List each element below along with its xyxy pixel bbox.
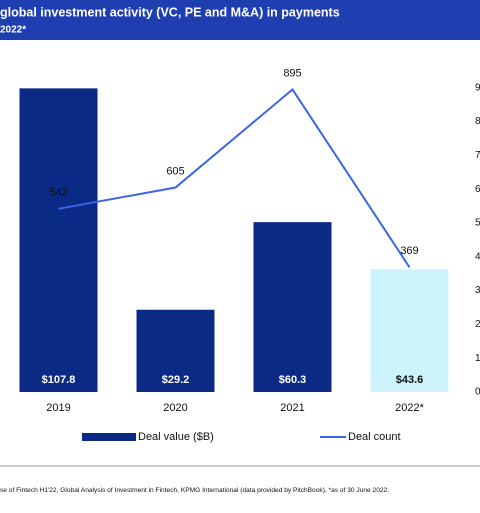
chart-subtitle: 2022*	[0, 25, 26, 36]
y2-tick-label: 8	[475, 116, 480, 127]
legend-label: Deal value ($B)	[138, 431, 214, 443]
x-tick-label: 2022*	[395, 402, 424, 414]
chart-title: global investment activity (VC, PE and M…	[0, 5, 340, 19]
y2-tick-label: 0	[475, 387, 480, 398]
legend-label: Deal count	[348, 431, 401, 443]
line-value-label: 542	[49, 187, 67, 199]
x-tick-label: 2019	[46, 402, 70, 414]
line-value-label: 369	[400, 245, 418, 257]
y2-tick-label: 2	[475, 319, 480, 330]
y2-tick-label: 4	[475, 251, 480, 262]
bar-value-label: $43.6	[396, 374, 424, 386]
bar-value-label: $60.3	[279, 374, 307, 386]
line-value-label: 895	[283, 67, 301, 79]
y2-tick-label: 3	[475, 285, 480, 296]
x-tick-label: 2020	[163, 402, 187, 414]
y2-tick-label: 1	[475, 353, 480, 364]
footnote: se of Fintech H1'22, Global Analysis of …	[0, 487, 389, 494]
bar	[136, 309, 215, 392]
bar-value-label: $29.2	[162, 374, 190, 386]
line-value-label: 605	[166, 165, 184, 177]
bar	[370, 269, 449, 392]
bar-value-label: $107.8	[42, 374, 76, 386]
y2-tick-label: 9	[475, 82, 480, 93]
bar	[253, 222, 332, 392]
legend-swatch	[82, 433, 136, 441]
line	[58, 88, 411, 268]
x-tick-label: 2021	[280, 402, 304, 414]
y2-tick-label: 7	[475, 150, 480, 161]
header-bar	[0, 0, 480, 40]
y2-tick-label: 5	[475, 218, 480, 229]
bar	[19, 88, 98, 392]
y2-tick-label: 6	[475, 184, 480, 195]
